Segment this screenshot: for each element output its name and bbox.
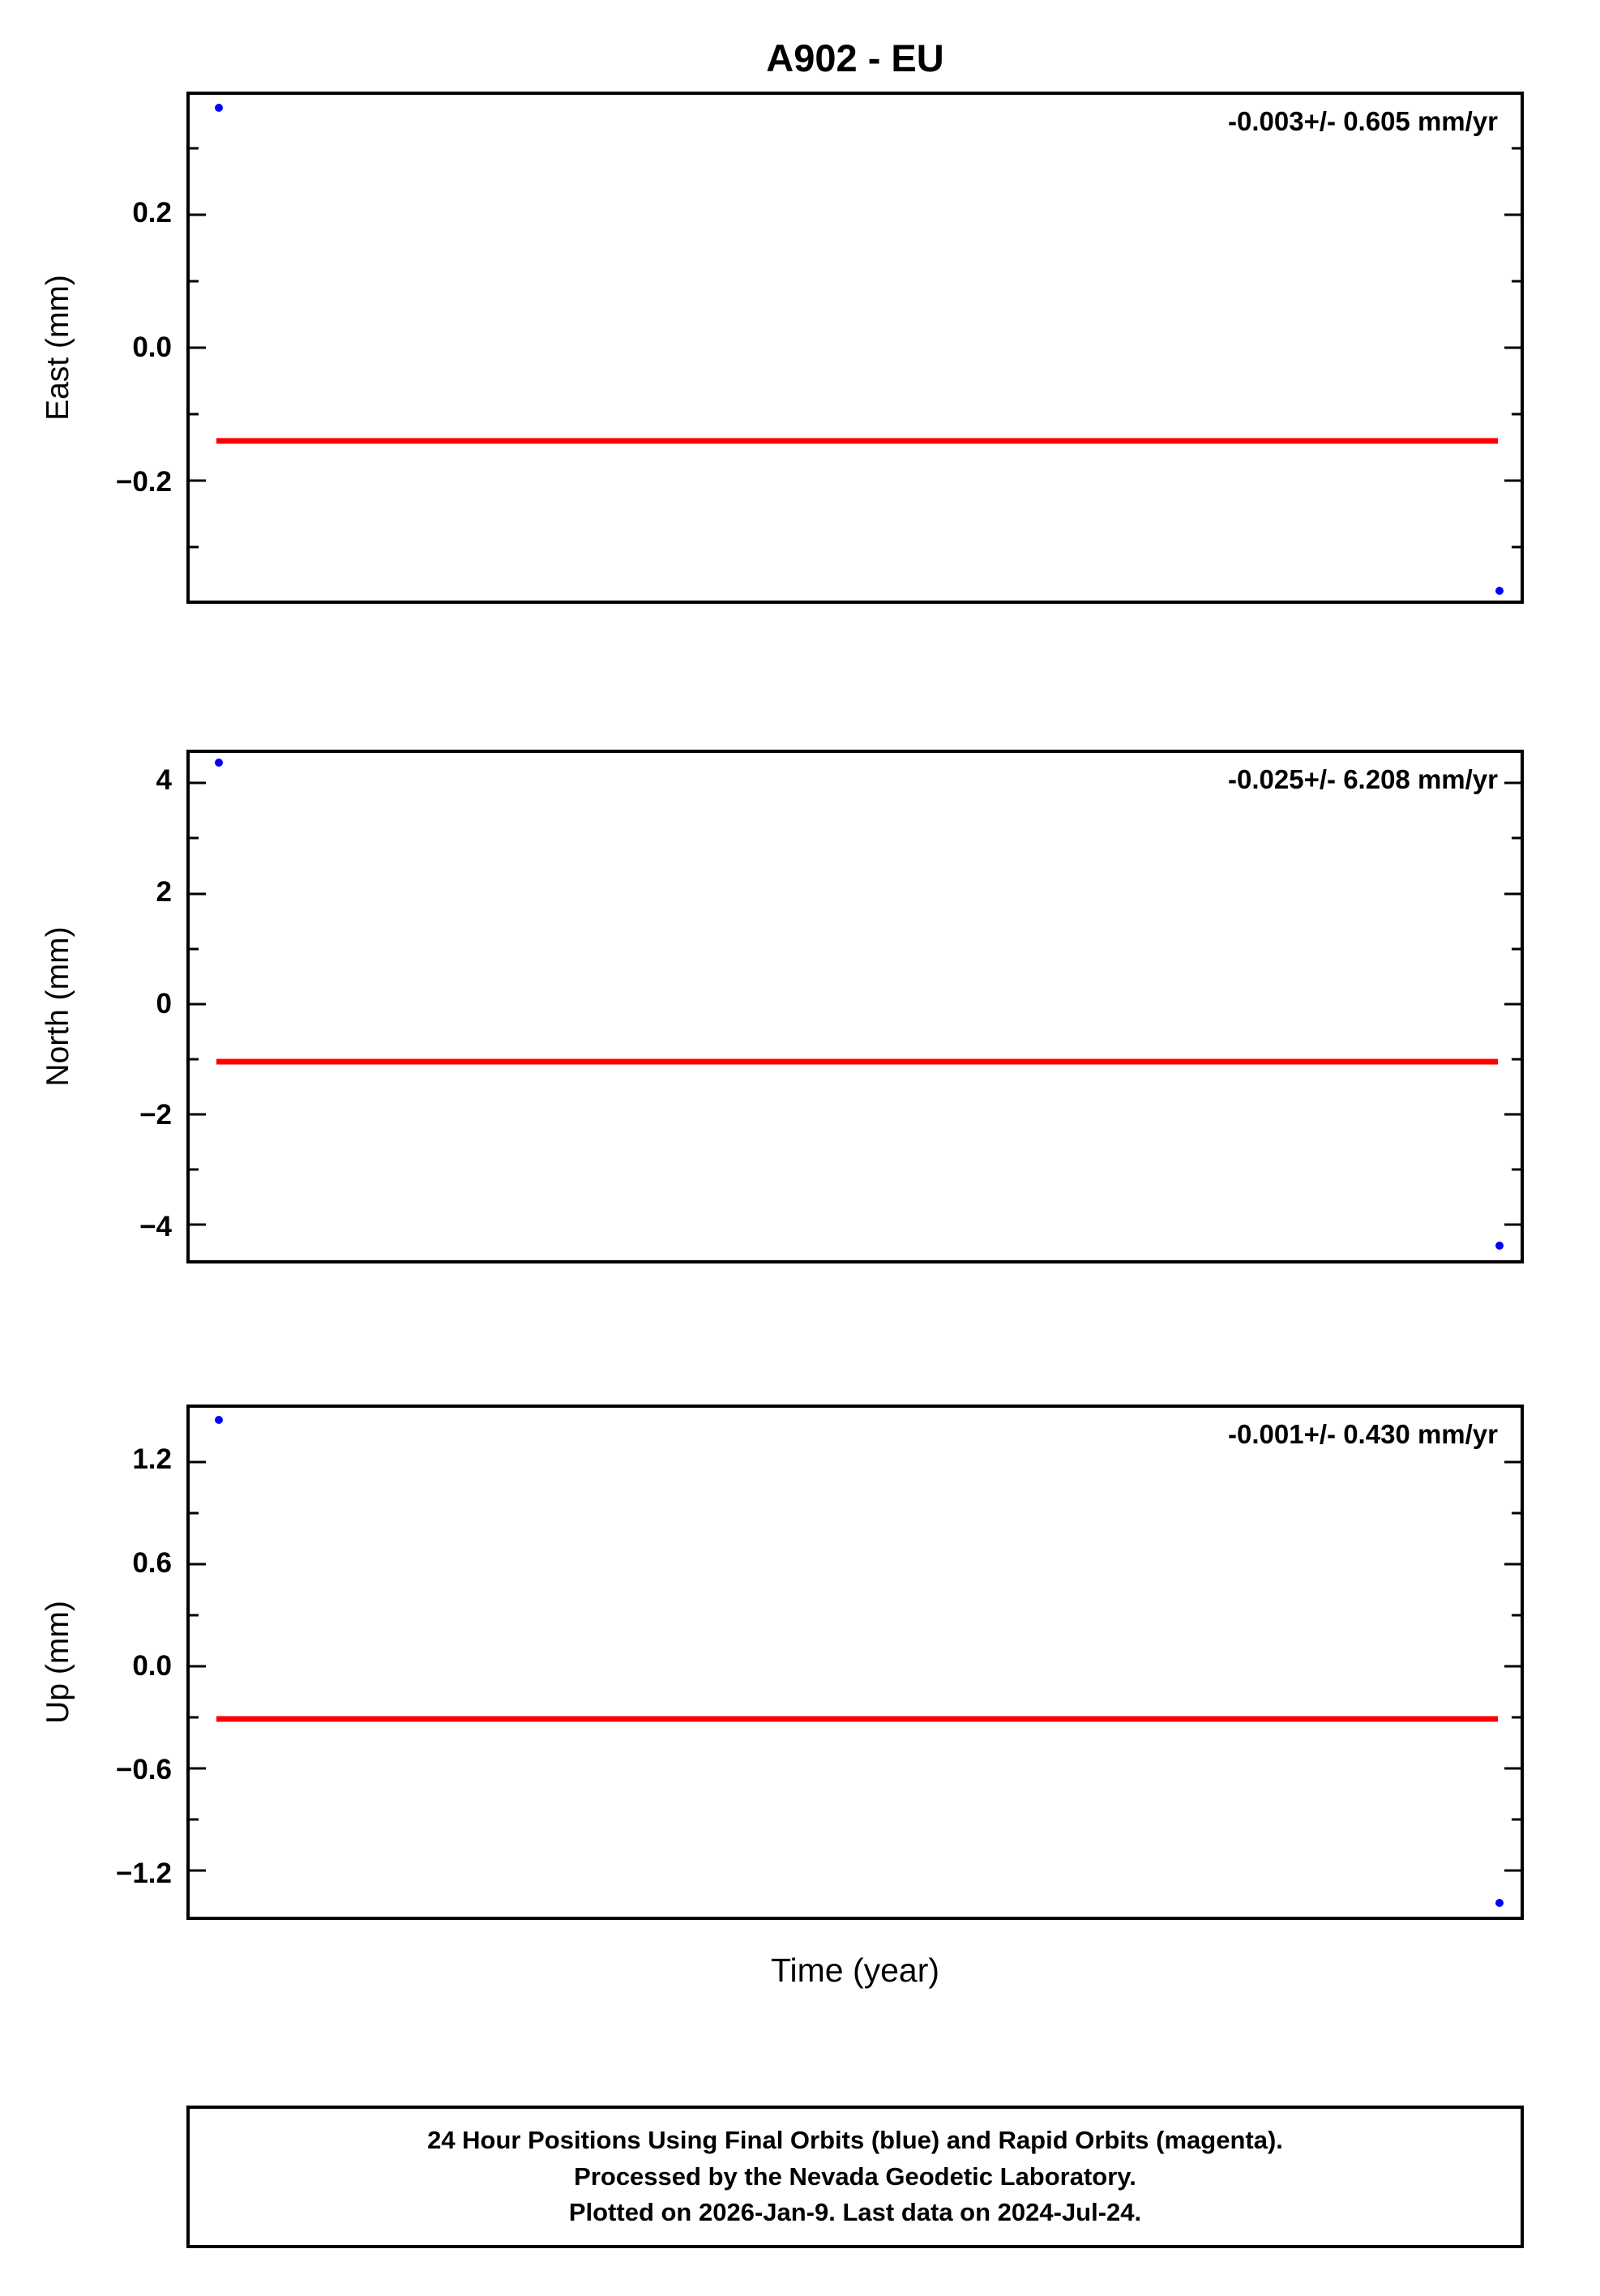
y-tick-mark bbox=[1512, 1614, 1521, 1617]
footer-box: 24 Hour Positions Using Final Orbits (bl… bbox=[186, 2106, 1524, 2248]
y-tick-mark bbox=[190, 781, 206, 785]
y-tick-mark bbox=[190, 1511, 199, 1515]
rate-annotation-east: -0.003+/- 0.605 mm/yr bbox=[1228, 106, 1498, 136]
y-tick-mark bbox=[190, 1665, 206, 1668]
y-tick-mark bbox=[190, 1058, 199, 1061]
y-tick-mark bbox=[1504, 1767, 1521, 1770]
y-tick-labels-east: 0.2 0.0 −0.2 bbox=[0, 92, 172, 604]
y-tick-label: 4 bbox=[156, 763, 172, 796]
y-tick-mark bbox=[1512, 413, 1521, 416]
y-tick-mark bbox=[190, 1818, 199, 1821]
y-tick-mark bbox=[190, 346, 206, 349]
y-tick-mark bbox=[190, 1869, 206, 1872]
y-tick-mark bbox=[1512, 947, 1521, 951]
y-tick-mark bbox=[190, 413, 199, 416]
trend-line bbox=[216, 1058, 1499, 1065]
data-point bbox=[215, 1415, 224, 1424]
y-tick-mark bbox=[190, 1223, 206, 1226]
y-tick-mark bbox=[1512, 147, 1521, 150]
y-tick-mark bbox=[1504, 346, 1521, 349]
y-tick-mark bbox=[1504, 1113, 1521, 1116]
y-tick-mark bbox=[1504, 1563, 1521, 1566]
trend-line bbox=[216, 1716, 1499, 1722]
y-tick-mark bbox=[190, 892, 206, 895]
rate-annotation-north: -0.025+/- 6.208 mm/yr bbox=[1228, 764, 1498, 794]
y-tick-labels-north: 4 2 0 −2 −4 bbox=[0, 750, 172, 1263]
plot-area-north: -0.025+/- 6.208 mm/yr bbox=[186, 750, 1524, 1263]
y-tick-mark bbox=[190, 280, 199, 283]
y-tick-mark bbox=[1504, 1460, 1521, 1464]
y-tick-label: 0.0 bbox=[132, 1650, 172, 1682]
footer-line-2: Processed by the Nevada Geodetic Laborat… bbox=[574, 2161, 1136, 2191]
y-tick-mark bbox=[190, 1767, 206, 1770]
y-tick-mark bbox=[190, 1563, 206, 1566]
y-tick-mark bbox=[1504, 1003, 1521, 1006]
y-tick-mark bbox=[190, 1716, 199, 1719]
data-point bbox=[1495, 586, 1504, 595]
y-tick-mark bbox=[1504, 781, 1521, 785]
rate-annotation-up: -0.001+/- 0.430 mm/yr bbox=[1228, 1419, 1498, 1449]
y-tick-mark bbox=[1504, 1665, 1521, 1668]
data-point bbox=[215, 759, 224, 767]
y-tick-label: −1.2 bbox=[115, 1857, 172, 1889]
y-tick-label: −4 bbox=[139, 1211, 172, 1243]
y-tick-mark bbox=[1504, 892, 1521, 895]
y-tick-mark bbox=[1512, 1818, 1521, 1821]
y-tick-mark bbox=[190, 213, 206, 216]
footer-line-3: Plotted on 2026-Jan-9. Last data on 2024… bbox=[568, 2198, 1142, 2227]
y-tick-label: −0.2 bbox=[115, 466, 172, 498]
footer-line-1: 24 Hour Positions Using Final Orbits (bl… bbox=[427, 2125, 1283, 2154]
y-tick-label: 0.2 bbox=[132, 196, 172, 229]
data-point bbox=[1495, 1899, 1504, 1908]
y-tick-mark bbox=[190, 1614, 199, 1617]
y-tick-mark bbox=[1504, 1869, 1521, 1872]
data-point bbox=[215, 104, 224, 113]
y-tick-mark bbox=[190, 947, 199, 951]
y-tick-mark bbox=[1512, 280, 1521, 283]
y-tick-mark bbox=[190, 1168, 199, 1171]
plot-area-up: -0.001+/- 0.430 mm/yr bbox=[186, 1405, 1524, 1920]
y-tick-mark bbox=[190, 479, 206, 482]
y-tick-mark bbox=[1512, 1168, 1521, 1171]
data-point bbox=[1495, 1242, 1504, 1251]
y-tick-mark bbox=[1512, 836, 1521, 840]
y-tick-label: 2 bbox=[156, 875, 172, 908]
plot-title: A902 - EU bbox=[766, 36, 944, 79]
y-tick-mark bbox=[190, 1003, 206, 1006]
y-tick-mark bbox=[1504, 1223, 1521, 1226]
y-tick-mark bbox=[1512, 1058, 1521, 1061]
y-tick-mark bbox=[1504, 213, 1521, 216]
y-tick-mark bbox=[1504, 479, 1521, 482]
y-tick-label: −2 bbox=[139, 1099, 172, 1131]
y-tick-mark bbox=[190, 836, 199, 840]
y-tick-mark bbox=[190, 1460, 206, 1464]
y-tick-mark bbox=[1512, 1511, 1521, 1515]
y-tick-mark bbox=[190, 1113, 206, 1116]
y-tick-mark bbox=[1512, 1716, 1521, 1719]
trend-line bbox=[216, 438, 1499, 444]
y-tick-mark bbox=[190, 545, 199, 549]
y-tick-mark bbox=[190, 147, 199, 150]
y-tick-labels-up: 1.2 0.6 0.0 −0.6 −1.2 bbox=[0, 1405, 172, 1920]
plot-area-east: -0.003+/- 0.605 mm/yr bbox=[186, 92, 1524, 604]
x-axis-label: Time (year) bbox=[770, 1952, 940, 1989]
y-tick-label: 0.6 bbox=[132, 1546, 172, 1579]
y-tick-mark bbox=[1512, 545, 1521, 549]
y-tick-label: −0.6 bbox=[115, 1753, 172, 1785]
y-tick-label: 0 bbox=[156, 987, 172, 1020]
y-tick-label: 0.0 bbox=[132, 331, 172, 363]
y-tick-label: 1.2 bbox=[132, 1443, 172, 1476]
